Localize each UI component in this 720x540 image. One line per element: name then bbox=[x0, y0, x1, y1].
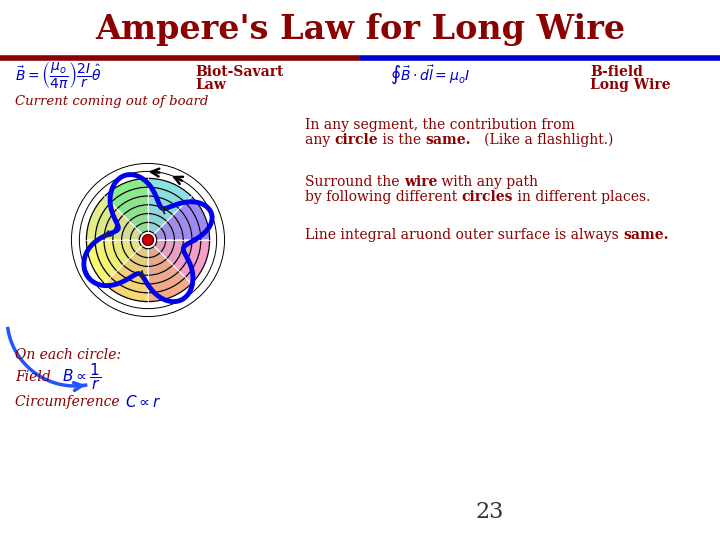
Text: is the: is the bbox=[378, 133, 426, 147]
Wedge shape bbox=[130, 252, 148, 266]
Wedge shape bbox=[148, 252, 166, 266]
Wedge shape bbox=[104, 278, 148, 302]
Wedge shape bbox=[148, 178, 192, 202]
Wedge shape bbox=[113, 240, 130, 265]
Wedge shape bbox=[173, 209, 192, 240]
Text: On each circle:: On each circle: bbox=[15, 348, 121, 362]
Text: Biot-Savart: Biot-Savart bbox=[195, 65, 284, 79]
Wedge shape bbox=[179, 202, 201, 240]
Wedge shape bbox=[135, 222, 148, 234]
Wedge shape bbox=[148, 214, 166, 227]
Wedge shape bbox=[104, 240, 123, 271]
Circle shape bbox=[143, 234, 153, 246]
Wedge shape bbox=[130, 214, 148, 227]
Text: Line integral aruond outer surface is always: Line integral aruond outer surface is al… bbox=[305, 228, 623, 242]
Wedge shape bbox=[179, 240, 201, 278]
Text: (Like a flashlight.): (Like a flashlight.) bbox=[472, 133, 613, 147]
Text: by following different: by following different bbox=[305, 190, 462, 204]
Text: $\vec{B}=\left(\dfrac{\mu_o}{4\pi}\right)\dfrac{2I}{r}\hat{\theta}$: $\vec{B}=\left(\dfrac{\mu_o}{4\pi}\right… bbox=[15, 60, 102, 90]
Text: $C\propto r$: $C\propto r$ bbox=[125, 394, 161, 410]
Text: Long Wire: Long Wire bbox=[590, 78, 670, 92]
Wedge shape bbox=[113, 215, 130, 240]
Wedge shape bbox=[117, 265, 148, 284]
Wedge shape bbox=[148, 246, 161, 258]
Wedge shape bbox=[148, 205, 173, 221]
Wedge shape bbox=[104, 209, 123, 240]
Text: Field: Field bbox=[15, 370, 64, 384]
Text: circle: circle bbox=[335, 133, 378, 147]
Wedge shape bbox=[117, 196, 148, 215]
Wedge shape bbox=[161, 240, 174, 259]
Wedge shape bbox=[130, 227, 142, 240]
Text: In any segment, the contribution from: In any segment, the contribution from bbox=[305, 118, 575, 132]
Text: Law: Law bbox=[195, 78, 226, 92]
Text: Surround the: Surround the bbox=[305, 175, 404, 189]
Wedge shape bbox=[148, 196, 179, 215]
Text: wire: wire bbox=[404, 175, 437, 189]
Wedge shape bbox=[185, 197, 210, 240]
Text: any: any bbox=[305, 133, 335, 147]
Wedge shape bbox=[130, 240, 142, 252]
Wedge shape bbox=[148, 271, 185, 293]
Text: 23: 23 bbox=[476, 501, 504, 523]
Wedge shape bbox=[95, 240, 117, 278]
Wedge shape bbox=[166, 240, 183, 265]
Text: $\oint \vec{B}\cdot d\vec{l}=\mu_o I$: $\oint \vec{B}\cdot d\vec{l}=\mu_o I$ bbox=[390, 64, 470, 86]
Wedge shape bbox=[86, 197, 111, 240]
Wedge shape bbox=[148, 278, 192, 302]
Wedge shape bbox=[123, 205, 148, 221]
Text: B-field: B-field bbox=[590, 65, 643, 79]
Wedge shape bbox=[166, 215, 183, 240]
Text: same.: same. bbox=[426, 133, 472, 147]
Wedge shape bbox=[86, 240, 111, 284]
Wedge shape bbox=[123, 259, 148, 275]
Text: $B\propto\dfrac{1}{r}$: $B\propto\dfrac{1}{r}$ bbox=[62, 362, 101, 393]
Wedge shape bbox=[111, 187, 148, 209]
Wedge shape bbox=[154, 227, 166, 240]
Wedge shape bbox=[111, 271, 148, 293]
Text: with any path: with any path bbox=[437, 175, 539, 189]
Wedge shape bbox=[95, 202, 117, 240]
Wedge shape bbox=[148, 187, 185, 209]
Text: Circumference: Circumference bbox=[15, 395, 132, 409]
Wedge shape bbox=[104, 178, 148, 202]
Wedge shape bbox=[122, 221, 135, 240]
Wedge shape bbox=[135, 246, 148, 258]
Wedge shape bbox=[148, 265, 179, 284]
Text: Current coming out of board: Current coming out of board bbox=[15, 96, 208, 109]
Wedge shape bbox=[173, 240, 192, 271]
Text: in different places.: in different places. bbox=[513, 190, 650, 204]
Wedge shape bbox=[148, 222, 161, 234]
Wedge shape bbox=[185, 240, 210, 284]
Text: Ampere's Law for Long Wire: Ampere's Law for Long Wire bbox=[95, 14, 625, 46]
Wedge shape bbox=[122, 240, 135, 259]
Text: same.: same. bbox=[623, 228, 669, 242]
Wedge shape bbox=[161, 221, 174, 240]
Wedge shape bbox=[148, 259, 173, 275]
Wedge shape bbox=[154, 240, 166, 252]
Text: circles: circles bbox=[462, 190, 513, 204]
